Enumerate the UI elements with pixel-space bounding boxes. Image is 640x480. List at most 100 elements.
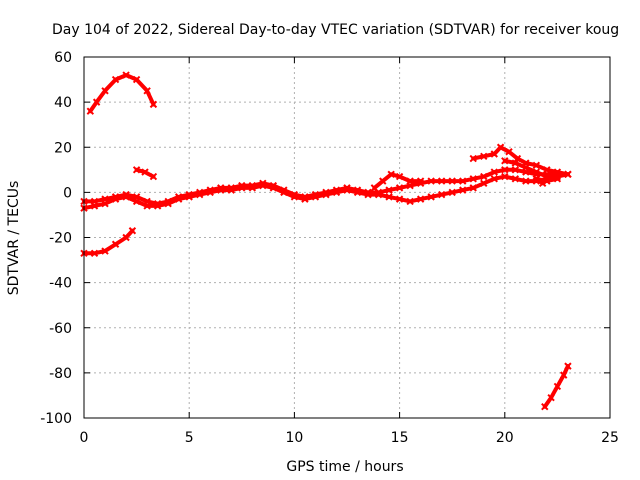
data-point <box>164 199 172 208</box>
data-point <box>448 177 456 185</box>
data-point <box>395 195 404 203</box>
data-point <box>501 157 509 165</box>
data-point <box>406 177 414 185</box>
data-point <box>547 393 555 402</box>
data-point <box>395 172 404 181</box>
data-point <box>86 107 95 115</box>
series-upper-arc <box>86 71 158 115</box>
data-point <box>437 177 446 185</box>
data-point <box>364 190 372 199</box>
data-point <box>522 177 530 185</box>
x-axis-ticks: 0 5 10 15 20 25 <box>80 57 619 446</box>
data-point <box>416 177 425 185</box>
data-point <box>111 195 120 203</box>
data-point <box>132 197 141 206</box>
grid <box>84 57 610 418</box>
data-point <box>259 181 267 190</box>
data-point <box>217 186 225 194</box>
data-point <box>174 195 183 203</box>
data-point <box>122 193 130 201</box>
data-point <box>122 233 130 242</box>
data-point <box>385 193 393 201</box>
data-point <box>532 168 541 176</box>
data-point <box>370 184 379 192</box>
data-point <box>511 175 520 183</box>
data-point <box>543 177 551 185</box>
data-point <box>379 177 387 185</box>
data-point <box>541 403 549 411</box>
data-point <box>301 195 309 203</box>
data-point <box>122 71 130 79</box>
data-point <box>141 168 149 176</box>
series-main-band-a <box>80 166 572 208</box>
x-tick-label: 25 <box>601 430 619 446</box>
data-point <box>532 175 541 183</box>
data-point <box>459 177 467 185</box>
data-point <box>406 197 414 206</box>
data-point <box>543 166 551 174</box>
data-point <box>490 150 498 158</box>
data-point <box>132 166 141 174</box>
data-point <box>248 184 257 192</box>
data-point <box>490 175 498 183</box>
data-point <box>206 188 214 197</box>
data-point <box>143 202 151 210</box>
data-point <box>522 163 530 172</box>
data-point <box>143 87 151 95</box>
data-point <box>496 143 505 151</box>
data-point <box>322 190 330 199</box>
data-point <box>513 154 522 163</box>
data-point <box>196 190 204 199</box>
data-point <box>553 168 562 176</box>
series-branch-upper <box>370 170 425 192</box>
series-short-segment-a <box>132 166 158 181</box>
data-point <box>437 190 446 199</box>
series-low-tail <box>541 362 572 411</box>
data-point <box>90 202 99 210</box>
data-point <box>90 249 99 258</box>
data-point <box>111 240 120 248</box>
x-tick-label: 10 <box>285 430 303 446</box>
y-tick-label: 60 <box>54 50 72 66</box>
x-tick-label: 15 <box>391 430 409 446</box>
data-point <box>101 87 109 95</box>
data-point <box>501 166 509 174</box>
data-point <box>149 100 158 109</box>
data-point <box>505 148 513 156</box>
data-series <box>80 71 572 411</box>
data-point <box>111 75 120 84</box>
data-point <box>374 190 383 199</box>
data-point <box>553 175 562 183</box>
data-point <box>332 188 341 197</box>
data-point <box>480 152 488 160</box>
data-point <box>469 184 477 192</box>
series-branch-cluster <box>501 157 562 188</box>
series-main-band-b <box>80 170 572 212</box>
data-point <box>311 193 320 201</box>
data-point <box>353 188 362 197</box>
data-point <box>269 184 278 192</box>
y-tick-label: -40 <box>49 276 72 292</box>
data-point <box>290 193 299 201</box>
data-point <box>564 170 572 179</box>
data-point <box>92 98 101 106</box>
x-tick-label: 5 <box>185 430 194 446</box>
data-point <box>532 161 541 170</box>
data-point <box>238 184 246 192</box>
y-axis-ticks: 60 40 20 0 -20 -40 -60 -80 -100 <box>40 50 610 427</box>
y-tick-label: 0 <box>63 185 72 201</box>
chart-title: Day 104 of 2022, Sidereal Day-to-day VTE… <box>52 22 619 38</box>
data-point <box>395 184 404 192</box>
x-axis-title: GPS time / hours <box>286 459 403 475</box>
data-point <box>553 382 562 391</box>
data-point <box>459 186 467 194</box>
data-point <box>448 188 456 197</box>
data-point <box>153 202 162 210</box>
series-trace <box>82 167 570 206</box>
data-point <box>480 179 488 188</box>
y-tick-label: -60 <box>49 321 72 337</box>
data-point <box>101 247 109 255</box>
data-point <box>511 159 520 167</box>
x-tick-label: 0 <box>80 430 89 446</box>
